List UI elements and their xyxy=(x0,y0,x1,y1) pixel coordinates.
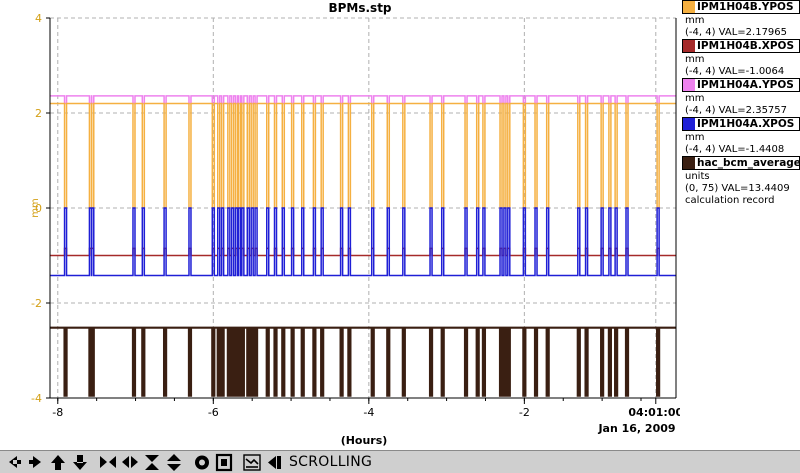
scroll-right-button[interactable] xyxy=(25,453,46,472)
legend: IPM1H04B.YPOS mm (-4, 4) VAL=2.17965 IPM1H0… xyxy=(680,0,800,450)
y-tick-label: -4 xyxy=(31,392,42,405)
legend-entry-note: calculation record xyxy=(685,195,775,206)
series-ipm1h04b-ypos xyxy=(50,102,676,209)
reset-button[interactable] xyxy=(191,453,212,472)
scroll-left-button[interactable] xyxy=(3,453,24,472)
legend-color-swatch xyxy=(683,118,695,130)
time-span-button[interactable] xyxy=(241,453,262,472)
series-lines xyxy=(50,95,676,397)
scroll-status: SCROLLING xyxy=(289,454,373,470)
series-hac-bcm-average xyxy=(50,326,676,397)
legend-entry-unit: mm xyxy=(685,93,705,104)
legend-entry-unit: mm xyxy=(685,132,705,143)
x-axis-label: (Hours) xyxy=(341,434,388,447)
legend-entry-range-value: (-4, 4) VAL=-1.0064 xyxy=(685,66,785,77)
legend-entry-name: hac_bcm_average xyxy=(682,156,800,170)
x-tick-label: 04:01:00 xyxy=(628,406,680,419)
series-line xyxy=(50,207,676,277)
scroll-up-button[interactable] xyxy=(47,453,68,472)
back-to-now-button[interactable] xyxy=(263,453,284,472)
legend-entry[interactable]: IPM1H04A.YPOS mm (-4, 4) VAL=2.35757 xyxy=(680,78,800,117)
series-ipm1h04a-xpos xyxy=(50,207,676,277)
legend-color-swatch xyxy=(683,157,695,169)
zoom-out-y-button[interactable] xyxy=(163,453,184,472)
axes: 4 2 0 -2 -4 -8 -6 -4 -2 04:01:00 xyxy=(31,12,680,419)
zoom-in-x-icon xyxy=(99,455,116,468)
legend-color-swatch xyxy=(683,1,695,13)
legend-color-swatch xyxy=(683,40,695,52)
x-tick-label: -2 xyxy=(519,406,530,419)
legend-entry-name: IPM1H04B.YPOS xyxy=(682,0,800,14)
series-line xyxy=(50,102,676,209)
legend-entry[interactable]: hac_bcm_average units (0, 75) VAL=13.4409 c… xyxy=(680,156,800,207)
x-tick-label: -4 xyxy=(363,406,374,419)
legend-entry-name: IPM1H04A.XPOS xyxy=(682,117,800,131)
zoom-out-x-icon xyxy=(121,455,138,468)
stop-button[interactable] xyxy=(213,453,234,472)
legend-color-swatch xyxy=(683,79,695,91)
y-axis-label: mm xyxy=(30,198,41,217)
date-label: Jan 16, 2009 xyxy=(597,422,675,435)
legend-entry[interactable]: IPM1H04A.XPOS mm (-4, 4) VAL=-1.4408 xyxy=(680,117,800,156)
time-span-icon xyxy=(242,453,261,471)
zoom-out-y-icon xyxy=(166,453,181,471)
zoom-in-y-button[interactable] xyxy=(141,453,162,472)
legend-entry-range-value: (-4, 4) VAL=2.35757 xyxy=(685,105,788,116)
zoom-in-x-button[interactable] xyxy=(97,453,118,472)
stop-icon xyxy=(215,453,232,471)
legend-entry-unit: mm xyxy=(685,15,705,26)
y-tick-label: 0 xyxy=(35,202,42,215)
back-to-now-icon xyxy=(267,455,281,469)
y-tick-label: 2 xyxy=(35,107,42,120)
legend-entry-unit: units xyxy=(685,171,710,182)
toolbar: SCROLLING xyxy=(0,450,800,473)
x-tick-label: -6 xyxy=(208,406,219,419)
zoom-in-y-icon xyxy=(144,454,159,470)
arrow-up-icon xyxy=(50,454,65,470)
x-tick-label: -8 xyxy=(52,406,63,419)
chart-title: BPMs.stp xyxy=(328,1,391,15)
legend-entry-name: IPM1H04A.YPOS xyxy=(682,78,800,92)
y-tick-label: 4 xyxy=(35,12,42,25)
arrow-down-icon xyxy=(72,454,87,470)
legend-entry-range-value: (-4, 4) VAL=2.17965 xyxy=(685,27,788,38)
scroll-down-button[interactable] xyxy=(69,453,90,472)
zoom-out-x-button[interactable] xyxy=(119,453,140,472)
series-line xyxy=(50,95,676,105)
series-line xyxy=(50,326,676,397)
legend-entry-range-value: (0, 75) VAL=13.4409 xyxy=(685,183,790,194)
legend-entry-range-value: (-4, 4) VAL=-1.4408 xyxy=(685,144,785,155)
plot-area[interactable]: BPMs.stp mm 4 2 0 -2 -4 -8 -6 -4 -2 04:01:00 (Hou… xyxy=(0,0,680,450)
arrow-left-icon xyxy=(8,455,21,468)
legend-entry[interactable]: IPM1H04B.YPOS mm (-4, 4) VAL=2.17965 xyxy=(680,0,800,39)
legend-entry-unit: mm xyxy=(685,54,705,65)
y-tick-label: -2 xyxy=(31,297,42,310)
target-icon xyxy=(194,455,209,469)
legend-entry[interactable]: IPM1H04B.XPOS mm (-4, 4) VAL=-1.0064 xyxy=(680,39,800,78)
series-ipm1h04a-ypos xyxy=(50,95,676,105)
arrow-right-icon xyxy=(28,455,41,468)
legend-entry-name: IPM1H04B.XPOS xyxy=(682,39,800,53)
